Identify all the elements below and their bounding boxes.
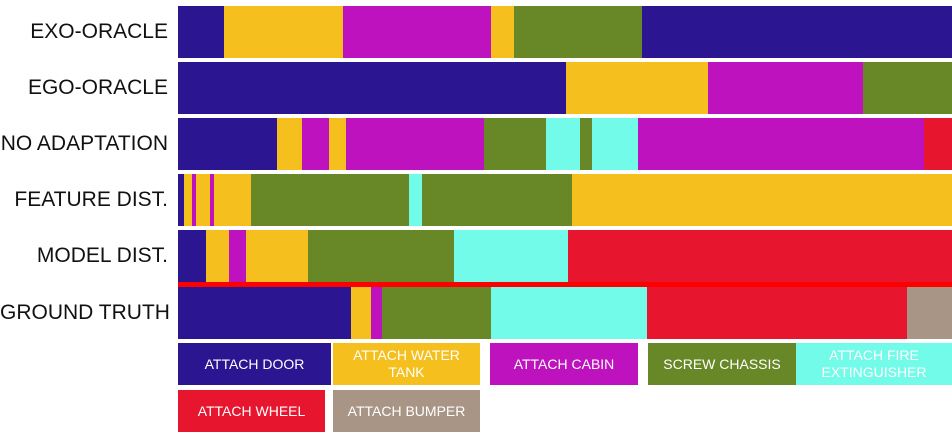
legend-item: SCREW CHASSIS <box>648 343 796 385</box>
legend-item: ATTACH CABIN <box>490 343 638 385</box>
segment-bar <box>178 174 952 226</box>
segment <box>178 230 206 282</box>
segment-bar <box>178 118 952 170</box>
segment-bar <box>178 62 952 114</box>
segment <box>178 174 184 226</box>
segment <box>178 62 566 114</box>
segment <box>246 230 308 282</box>
segment <box>708 62 863 114</box>
segment <box>210 174 214 226</box>
legend-label: ATTACH CABIN <box>513 355 615 372</box>
legend-label: ATTACH FIRE EXTINGUISHER <box>821 347 927 380</box>
segment <box>491 287 647 339</box>
segment <box>214 174 251 226</box>
segment <box>454 230 568 282</box>
segment <box>178 6 224 58</box>
legend-item: ATTACH DOOR <box>178 343 331 385</box>
segment <box>196 174 210 226</box>
segment <box>580 118 592 170</box>
legend-label: ATTACH WATER TANK <box>353 347 460 380</box>
row-label: GROUND TRUTH <box>0 301 170 324</box>
segment <box>192 174 196 226</box>
row-label: EXO-ORACLE <box>30 20 168 43</box>
legend-item: ATTACH WHEEL <box>178 390 325 432</box>
segment <box>514 6 642 58</box>
segment <box>371 287 382 339</box>
legend-label: ATTACH BUMPER <box>347 402 466 419</box>
segment <box>178 287 351 339</box>
segment <box>484 118 546 170</box>
legend-item: ATTACH WATER TANK <box>333 343 480 385</box>
segment <box>308 230 454 282</box>
legend-label: SCREW CHASSIS <box>663 355 781 372</box>
segment <box>592 118 638 170</box>
segment <box>277 118 302 170</box>
segment <box>924 118 952 170</box>
segment <box>638 118 924 170</box>
segment <box>491 6 514 58</box>
segment <box>568 230 952 282</box>
row-label: NO ADAPTATION <box>0 132 168 155</box>
segment-bar <box>178 6 952 58</box>
segment <box>647 287 907 339</box>
segment <box>572 174 952 226</box>
segment <box>302 118 329 170</box>
row-label: FEATURE DIST. <box>14 188 168 211</box>
segment <box>863 62 952 114</box>
segment <box>422 174 572 226</box>
segment <box>329 118 346 170</box>
segment <box>206 230 229 282</box>
ground-truth-separator <box>178 282 952 287</box>
segment <box>178 118 277 170</box>
segment <box>546 118 580 170</box>
segment <box>409 174 422 226</box>
legend-label: ATTACH DOOR <box>204 355 305 372</box>
legend-label: ATTACH WHEEL <box>197 402 306 419</box>
row-label: EGO-ORACLE <box>27 76 168 99</box>
segment <box>351 287 371 339</box>
segment <box>224 6 343 58</box>
segment <box>346 118 484 170</box>
legend-item: ATTACH FIRE EXTINGUISHER <box>796 343 952 385</box>
segment <box>229 230 246 282</box>
segment <box>642 6 952 58</box>
segment-bar <box>178 230 952 282</box>
legend-item: ATTACH BUMPER <box>333 390 480 432</box>
segment <box>907 287 952 339</box>
segment <box>184 174 192 226</box>
segment <box>251 174 409 226</box>
segment <box>343 6 491 58</box>
row-label: MODEL DIST. <box>36 244 168 267</box>
segment-bar <box>178 287 952 339</box>
segment <box>566 62 708 114</box>
segment <box>382 287 491 339</box>
